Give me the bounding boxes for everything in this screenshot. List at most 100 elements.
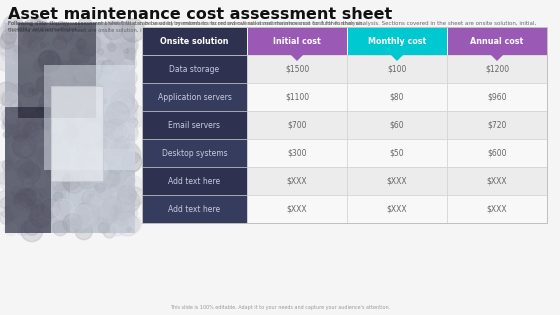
- Circle shape: [16, 33, 21, 39]
- Circle shape: [96, 203, 118, 225]
- Circle shape: [8, 107, 12, 111]
- Circle shape: [63, 174, 79, 190]
- Circle shape: [118, 97, 132, 110]
- Circle shape: [84, 159, 108, 182]
- Text: Asset maintenance cost assessment sheet: Asset maintenance cost assessment sheet: [8, 7, 392, 22]
- Circle shape: [90, 194, 94, 199]
- Circle shape: [57, 75, 63, 81]
- Circle shape: [21, 83, 36, 97]
- Circle shape: [128, 135, 134, 140]
- Circle shape: [74, 214, 90, 230]
- Circle shape: [112, 178, 119, 184]
- FancyBboxPatch shape: [5, 23, 135, 233]
- Circle shape: [22, 62, 30, 70]
- Circle shape: [96, 140, 113, 157]
- Circle shape: [83, 83, 87, 88]
- Circle shape: [73, 218, 87, 233]
- Circle shape: [101, 60, 115, 74]
- Circle shape: [66, 91, 71, 95]
- Circle shape: [71, 120, 89, 139]
- Circle shape: [108, 159, 123, 174]
- Circle shape: [46, 171, 60, 186]
- Circle shape: [77, 153, 96, 173]
- Circle shape: [45, 91, 68, 114]
- Circle shape: [2, 92, 16, 106]
- Circle shape: [22, 35, 34, 47]
- Circle shape: [60, 78, 81, 98]
- FancyBboxPatch shape: [142, 195, 247, 223]
- Circle shape: [24, 122, 39, 138]
- Circle shape: [47, 21, 55, 30]
- Circle shape: [49, 70, 73, 94]
- Polygon shape: [291, 55, 303, 61]
- Circle shape: [95, 186, 99, 191]
- Text: Following slide displays assessment sheet that can be used by members to record : Following slide displays assessment shee…: [8, 21, 364, 32]
- Circle shape: [61, 99, 80, 117]
- Circle shape: [2, 160, 13, 171]
- Circle shape: [71, 219, 78, 226]
- Circle shape: [109, 185, 117, 192]
- Circle shape: [67, 59, 83, 75]
- Circle shape: [76, 146, 95, 165]
- Circle shape: [76, 39, 86, 49]
- Circle shape: [73, 136, 95, 158]
- Circle shape: [37, 156, 54, 173]
- FancyBboxPatch shape: [447, 167, 547, 195]
- Circle shape: [84, 111, 96, 123]
- Circle shape: [1, 102, 16, 118]
- Circle shape: [29, 41, 36, 48]
- FancyBboxPatch shape: [70, 149, 135, 233]
- FancyBboxPatch shape: [142, 167, 247, 195]
- Circle shape: [116, 214, 139, 236]
- Circle shape: [106, 173, 111, 179]
- Text: $XXX: $XXX: [387, 176, 407, 186]
- Circle shape: [44, 76, 54, 86]
- Circle shape: [0, 33, 15, 49]
- Circle shape: [57, 26, 73, 42]
- Circle shape: [110, 140, 128, 157]
- Circle shape: [38, 224, 45, 232]
- Circle shape: [94, 131, 108, 145]
- Circle shape: [28, 52, 46, 70]
- Circle shape: [79, 198, 90, 209]
- FancyBboxPatch shape: [142, 27, 247, 55]
- Circle shape: [29, 88, 33, 93]
- Circle shape: [122, 27, 133, 38]
- Circle shape: [15, 190, 36, 211]
- Circle shape: [89, 193, 105, 209]
- Circle shape: [59, 22, 70, 32]
- Circle shape: [99, 223, 109, 233]
- Circle shape: [122, 60, 133, 71]
- FancyBboxPatch shape: [5, 107, 50, 233]
- Circle shape: [0, 161, 18, 185]
- Circle shape: [55, 135, 78, 158]
- Circle shape: [38, 106, 43, 112]
- Circle shape: [11, 186, 22, 197]
- Circle shape: [46, 179, 55, 188]
- Circle shape: [86, 110, 106, 130]
- Circle shape: [120, 81, 136, 98]
- Circle shape: [71, 77, 76, 82]
- Circle shape: [108, 121, 128, 140]
- Circle shape: [80, 122, 88, 129]
- Text: $1200: $1200: [485, 65, 509, 73]
- Circle shape: [0, 103, 20, 124]
- Circle shape: [57, 61, 72, 75]
- Circle shape: [58, 163, 72, 177]
- Circle shape: [50, 59, 58, 66]
- Circle shape: [41, 199, 60, 218]
- Circle shape: [17, 188, 36, 207]
- Circle shape: [92, 206, 102, 215]
- Text: $960: $960: [487, 93, 507, 101]
- Circle shape: [34, 154, 53, 174]
- Circle shape: [38, 51, 60, 73]
- Circle shape: [72, 143, 92, 163]
- Circle shape: [118, 101, 123, 106]
- FancyBboxPatch shape: [247, 55, 347, 83]
- Circle shape: [55, 117, 71, 133]
- Circle shape: [12, 58, 17, 63]
- Circle shape: [83, 64, 102, 82]
- Circle shape: [108, 121, 124, 137]
- Circle shape: [46, 26, 62, 41]
- Circle shape: [75, 222, 92, 240]
